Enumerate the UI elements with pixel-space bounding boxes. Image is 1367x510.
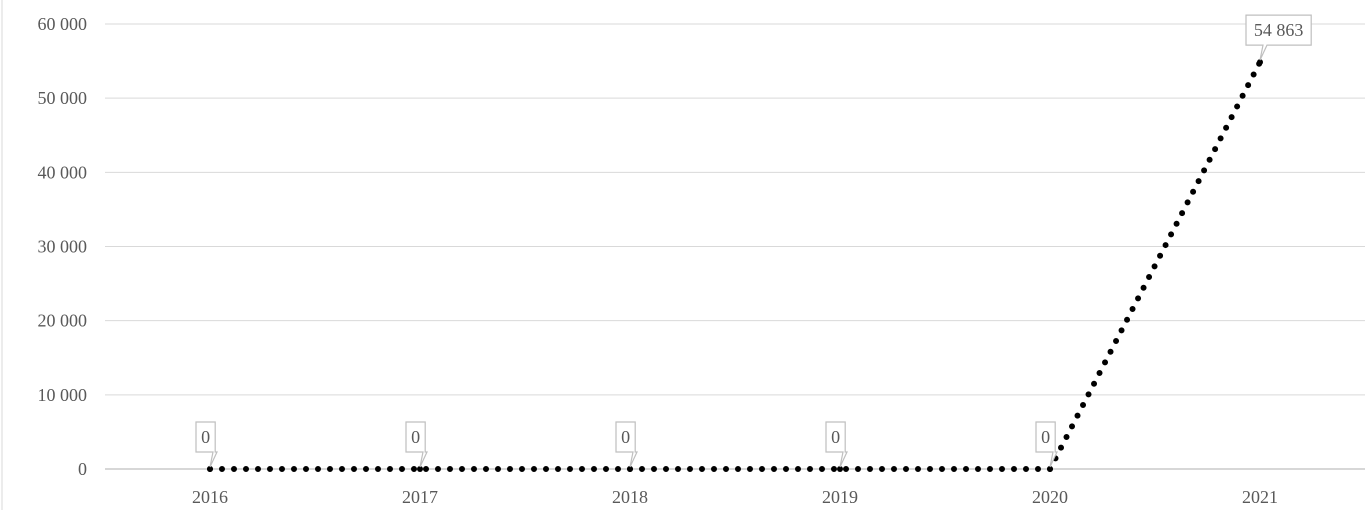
gridlines <box>105 23 1365 470</box>
data-label: 0 <box>825 421 848 468</box>
y-tick-label: 40 000 <box>38 162 88 182</box>
data-point <box>417 466 423 472</box>
data-label: 54 863 <box>1245 14 1312 61</box>
data-label: 0 <box>615 421 638 468</box>
data-label-text: 0 <box>201 427 210 447</box>
y-tick-label: 10 000 <box>38 385 88 405</box>
y-tick-label: 50 000 <box>38 88 88 108</box>
x-tick-label: 2020 <box>1032 487 1068 507</box>
series-line <box>207 59 1263 472</box>
data-label: 0 <box>405 421 428 468</box>
data-labels: 0 0 0 0 0 54 863 <box>195 14 1312 468</box>
data-label-text: 0 <box>831 427 840 447</box>
data-label-callout <box>1035 421 1058 468</box>
data-label-callout <box>1245 14 1312 61</box>
y-tick-label: 30 000 <box>38 237 88 257</box>
x-axis-tick-labels: 2016 2017 2018 2019 2020 2021 <box>192 487 1278 507</box>
data-label-callout <box>825 421 848 468</box>
x-tick-label: 2021 <box>1242 487 1278 507</box>
data-label-callout <box>615 421 638 468</box>
data-label-text: 54 863 <box>1254 20 1304 40</box>
data-label-callout <box>195 421 218 468</box>
data-label-text: 0 <box>621 427 630 447</box>
x-tick-label: 2019 <box>822 487 858 507</box>
data-label-callout <box>405 421 428 468</box>
y-axis-tick-labels: 0 10 000 20 000 30 000 40 000 50 000 60 000 <box>38 14 88 479</box>
x-tick-label: 2018 <box>612 487 648 507</box>
y-tick-label: 20 000 <box>38 311 88 331</box>
data-label: 0 <box>1035 421 1058 468</box>
data-point <box>627 466 633 472</box>
data-label-text: 0 <box>1041 427 1050 447</box>
x-tick-label: 2016 <box>192 487 228 507</box>
x-tick-label: 2017 <box>402 487 438 507</box>
data-label-text: 0 <box>411 427 420 447</box>
series <box>207 59 1263 472</box>
data-point <box>207 466 213 472</box>
y-tick-label: 0 <box>78 459 87 479</box>
data-point <box>1257 59 1263 66</box>
data-point <box>837 466 843 472</box>
data-label: 0 <box>195 421 218 468</box>
y-tick-label: 60 000 <box>38 14 88 34</box>
data-point <box>1047 466 1053 472</box>
